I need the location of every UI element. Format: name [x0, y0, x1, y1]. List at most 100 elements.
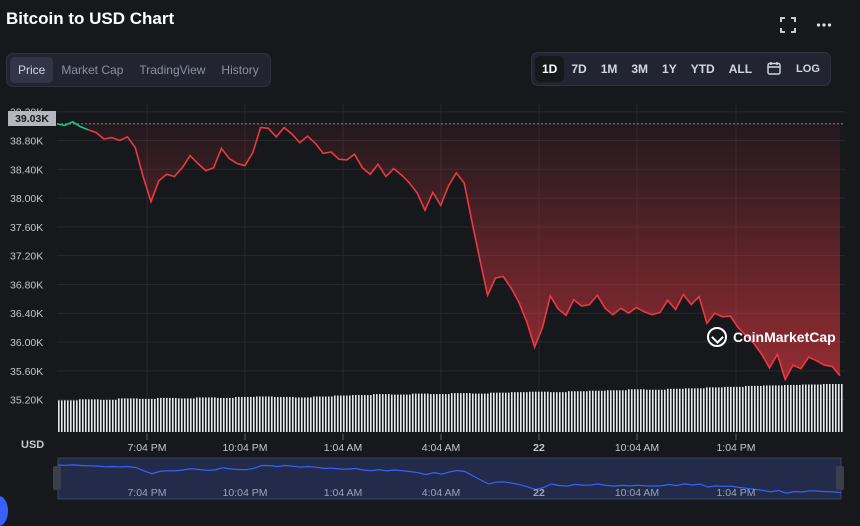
volume-bar — [523, 392, 525, 432]
volume-bar — [757, 385, 759, 432]
navigator-handle-left[interactable] — [53, 466, 61, 490]
volume-bar — [637, 389, 639, 432]
volume-bar — [418, 393, 420, 432]
x-axis: 7:04 PM 10:04 PM 1:04 AM 4:04 AM 22 10:04 AM 1… — [127, 434, 756, 454]
volume-bar — [763, 385, 765, 432]
price-line — [88, 126, 841, 382]
calendar-icon[interactable] — [759, 55, 789, 84]
volume-bar — [70, 400, 72, 432]
range-3m[interactable]: 3M — [631, 62, 649, 76]
volume-bar — [520, 392, 522, 432]
volume-bar — [436, 394, 438, 432]
volume-bar — [691, 388, 693, 432]
tab-tradingview[interactable]: TradingView — [139, 63, 206, 77]
volume-bar — [256, 396, 258, 432]
range-all[interactable]: ALL — [728, 62, 753, 76]
volume-bar — [82, 399, 84, 432]
volume-bar — [73, 400, 75, 432]
view-tabs: Price Market Cap TradingView History — [6, 53, 271, 87]
volume-bar — [625, 390, 627, 432]
navigator-tick-label: 4:04 AM — [422, 487, 461, 499]
volume-bar — [304, 397, 306, 432]
volume-bar — [532, 391, 534, 432]
price-area — [88, 123, 841, 380]
volume-bar — [631, 389, 633, 432]
volume-bar — [805, 384, 807, 432]
range-1d[interactable]: 1D — [535, 56, 565, 82]
volume-bar — [721, 387, 723, 432]
volume-bar — [604, 390, 606, 432]
volume-bar — [457, 393, 459, 432]
volume-bar — [400, 394, 402, 432]
volume-bar — [298, 397, 300, 432]
volume-bar — [274, 396, 276, 432]
volume-bar — [409, 394, 411, 432]
volume-bar — [226, 397, 228, 432]
volume-bar — [709, 387, 711, 432]
volume-bar — [259, 396, 261, 432]
volume-bar — [592, 390, 594, 432]
page-title: Bitcoin to USD Chart — [6, 9, 175, 28]
volume-bar — [112, 399, 114, 432]
volume-bar — [643, 389, 645, 432]
volume-bar — [427, 393, 429, 432]
tab-history[interactable]: History — [221, 63, 259, 77]
navigator[interactable] — [57, 457, 842, 500]
volume-bar — [238, 396, 240, 432]
navigator-handle-right[interactable] — [836, 466, 844, 490]
volume-bar — [703, 388, 705, 432]
volume-bar — [205, 397, 207, 432]
tab-price[interactable]: Price — [10, 57, 54, 83]
volume-bar — [610, 390, 612, 432]
volume-bar — [730, 386, 732, 432]
volume-bar — [451, 393, 453, 432]
coinmarketcap-watermark: CoinMarketCap — [707, 327, 836, 347]
volume-bar — [841, 384, 843, 432]
volume-bar — [115, 399, 117, 432]
volume-bar — [403, 394, 405, 432]
price-chart[interactable]: 39.20K38.80K38.40K38.00K37.60K37.20K36.8… — [0, 0, 860, 512]
more-dots-icon-glyph — [816, 23, 832, 27]
fullscreen-icon[interactable] — [777, 14, 799, 36]
volume-bar — [739, 386, 741, 432]
volume-bar — [265, 396, 267, 432]
volume-bar — [562, 392, 564, 432]
volume-bar — [778, 385, 780, 432]
range-ytd[interactable]: YTD — [690, 62, 715, 76]
volume-bar — [397, 394, 399, 432]
volume-bar — [652, 389, 654, 432]
volume-bar — [502, 392, 504, 432]
volume-bar — [574, 391, 576, 432]
volume-bar — [406, 394, 408, 432]
volume-bar — [283, 396, 285, 432]
volume-bar — [244, 396, 246, 432]
volume-bar — [319, 396, 321, 432]
volume-bar — [535, 391, 537, 432]
range-1m[interactable]: 1M — [600, 62, 618, 76]
volume-bar — [271, 396, 273, 432]
navigator-line — [57, 464, 842, 494]
volume-bar — [289, 396, 291, 432]
volume-bar — [379, 394, 381, 432]
y-tick-label: 36.40K — [10, 308, 43, 320]
coinmarketcap-logo-icon — [707, 327, 727, 347]
open-price-badge-bg — [8, 111, 56, 126]
volume-bar — [682, 388, 684, 432]
volume-bar — [541, 391, 543, 432]
volume-bar — [484, 393, 486, 432]
volume-bar — [667, 388, 669, 432]
volume-bar — [835, 384, 837, 432]
volume-bar — [175, 397, 177, 432]
more-dots-icon[interactable] — [813, 14, 835, 36]
volume-bar — [88, 399, 90, 432]
volume-bar — [838, 384, 840, 432]
tab-market-cap[interactable]: Market Cap — [61, 63, 124, 77]
log-toggle[interactable]: LOG — [796, 63, 820, 75]
volume-bar — [364, 395, 366, 432]
range-1y[interactable]: 1Y — [662, 62, 677, 76]
help-bubble[interactable] — [0, 496, 8, 526]
volume-bar — [442, 394, 444, 432]
volume-bar — [517, 392, 519, 432]
range-7d[interactable]: 7D — [571, 62, 587, 76]
volume-bar — [214, 397, 216, 432]
